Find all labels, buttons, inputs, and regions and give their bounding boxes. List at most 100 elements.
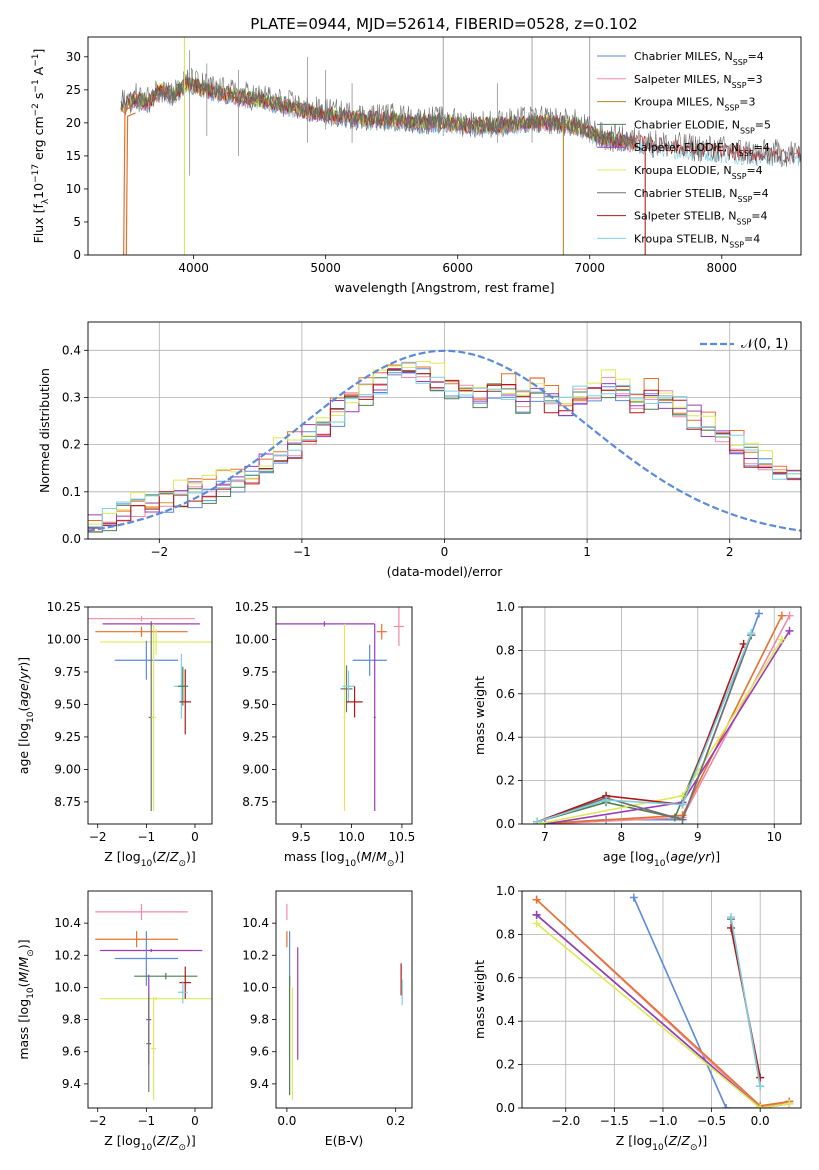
y-tick-label: 10.0 [242,980,269,994]
weight-marker [785,626,794,635]
x-tick-label: 0.2 [386,1114,405,1128]
y-axis-label: mass weight [472,676,487,755]
histogram-step [88,362,801,523]
weight-marker [678,815,687,824]
weight-line [730,916,761,1087]
y-tick-label: 25 [66,83,81,97]
weight-marker [532,919,541,928]
y-tick-label: 0.4 [496,730,515,744]
y-axis-label: mass weight [472,960,487,1039]
y-tick-label: 0.0 [496,1101,515,1115]
y-tick-label: 10.2 [242,948,269,962]
x-tick-label: −1.5 [600,1114,629,1128]
x-axis-label: Z [log10(Z/Z⊙)] [104,1133,196,1153]
panels: 4000 5000 6000 7000 8000051015202530waveleng… [16,36,802,1153]
y-tick-label: 0 [73,248,81,262]
y-tick-label: 1.0 [496,884,515,898]
y-tick-label: 0.8 [496,927,515,941]
y-tick-label: 9.50 [54,697,81,711]
x-tick-label: −1 [293,545,311,559]
legend-label: Chabrier MILES, NSSP=4 [634,50,764,67]
x-axis-label: Z [log10(Z/Z⊙)] [616,1133,708,1153]
legend-label: Salpeter MILES, NSSP=3 [634,73,763,90]
axes-frame [87,606,213,825]
weight-line [537,639,783,824]
y-tick-label: 8.75 [242,795,269,809]
plot-area-mass_vs_Z [95,903,212,1100]
y-tick-label: 0.4 [62,343,81,357]
y-tick-label: 9.6 [62,1045,81,1059]
y-tick-label: 30 [66,50,81,64]
x-tick-label: 8 [618,830,626,844]
y-tick-label: 0.3 [62,390,81,404]
panel-mass_vs_Z: −2 −1 0 9.4 9.6 9.8 10.0 10.2 10.4 Z [log10(Z/Z⊙)… [16,890,213,1153]
weight-marker [678,800,687,809]
x-tick-label: −1.0 [648,1114,677,1128]
axes-frame [87,321,802,540]
weight-marker [756,1073,765,1082]
y-tick-label: 9.4 [62,1077,81,1091]
spectrum-edge [125,112,136,255]
x-tick-label: 10 [767,830,782,844]
weight-marker [777,611,786,620]
legend-label: Chabrier STELIB, NSSP=4 [634,187,769,204]
y-axis-label: age [log10(age/yr)] [16,657,36,774]
histogram-step [88,369,801,529]
x-tick-label: 1 [583,545,591,559]
x-tick-label: −1 [138,1114,156,1128]
x-tick-label: 9.5 [292,830,311,844]
x-tick-label: 2 [726,545,734,559]
y-tick-label: 0.2 [496,1058,515,1072]
axes-frame [275,890,413,1109]
y-axis-label: Normed distribution [37,368,52,493]
y-tick-label: 9.25 [54,730,81,744]
weight-line [633,897,761,1108]
y-tick-label: 10.00 [235,632,269,646]
y-tick-label: 10.25 [47,600,81,614]
legend-label: 𝒩(0, 1) [741,337,788,352]
spectrum-line [120,68,801,168]
legend-label: Salpeter STELIB, NSSP=4 [634,210,767,227]
x-tick-label: 6000 [442,261,473,275]
weight-marker [532,910,541,919]
y-tick-label: 8.75 [54,795,81,809]
weight-marker [532,895,541,904]
axes-frame [87,36,802,256]
y-tick-label: 9.25 [242,730,269,744]
legend: 𝒩(0, 1) [700,337,788,352]
weight-line [544,630,791,824]
plot-area-residuals [88,349,801,533]
x-tick-label: 4000 [178,261,209,275]
weight-marker [727,913,736,922]
figure-title: PLATE=0944, MJD=52614, FIBERID=0528, z=0… [250,15,637,33]
x-tick-label: 9 [694,830,702,844]
legend: Chabrier MILES, NSSP=4 Salpeter MILES, NS… [597,50,771,249]
x-tick-label: 8000 [707,261,738,275]
y-tick-label: 10.25 [235,600,269,614]
panel-mass_vs_EBV: 0.0 0.2 9.4 9.6 9.8 10.0 10.2 10.4 E(B-V) [242,890,413,1148]
histogram-step [88,368,801,528]
normal-curve [88,349,801,532]
x-tick-label: 0.0 [277,1114,296,1128]
plot-area-mass_weight_vs_Z [532,893,794,1108]
y-tick-label: 10.4 [242,916,269,930]
y-axis-label: Flux [fλ10−17 erg cm−2 s−1 A−1] [31,49,51,244]
legend-label: Kroupa STELIB, NSSP=4 [634,232,760,249]
weight-marker [629,893,638,902]
spectrum-edge [123,105,134,255]
weight-line [537,634,753,823]
y-tick-label: 10.00 [47,632,81,646]
y-tick-label: 10.4 [54,916,81,930]
axes-frame [87,890,213,1109]
y-tick-label: 9.00 [242,762,269,776]
y-axis-label: mass [log10(M/M⊙)] [16,939,36,1059]
axes-frame [275,606,413,825]
y-tick-label: 15 [66,149,81,163]
y-tick-label: 9.8 [250,1013,269,1027]
x-tick-label: 10.0 [338,830,365,844]
histogram-step [88,361,801,528]
x-tick-label: −2 [89,1114,107,1128]
weight-line [544,615,791,824]
x-tick-label: −2 [89,830,107,844]
